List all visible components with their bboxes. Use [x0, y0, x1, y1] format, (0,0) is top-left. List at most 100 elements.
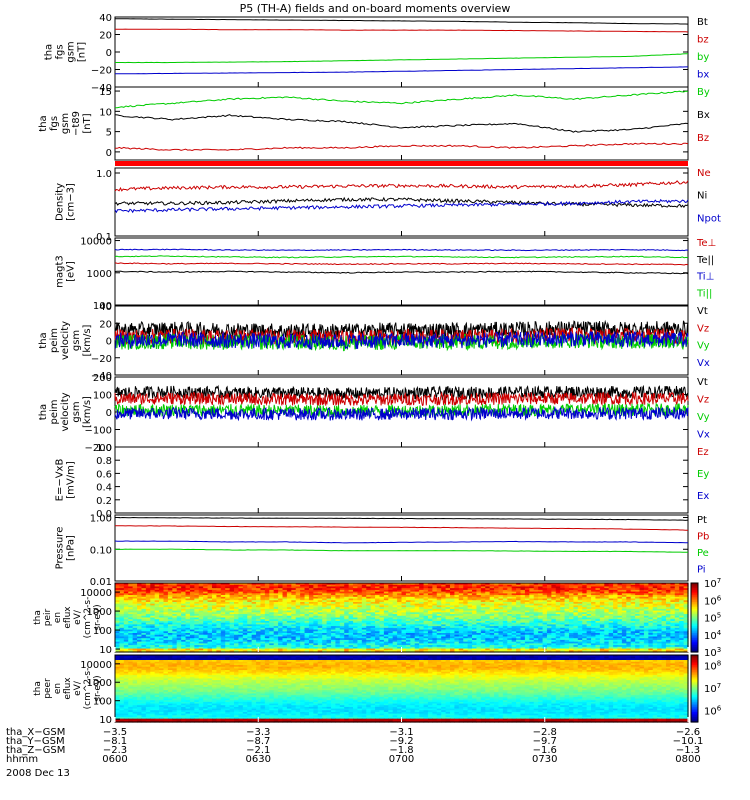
spectrogram-cell — [586, 622, 592, 625]
spectrogram-cell — [379, 586, 385, 589]
spectrogram-cell — [432, 605, 438, 608]
spectrogram-cell — [154, 619, 160, 622]
spectrogram-cell — [260, 596, 266, 600]
spectrogram-cell — [551, 629, 557, 632]
spectrogram-cell — [635, 620, 641, 624]
spectrogram-cell — [670, 600, 676, 603]
spectrogram-cell — [454, 614, 460, 617]
spectrogram-cell — [361, 607, 367, 610]
spectrogram-cell — [207, 624, 213, 627]
spectrogram-cell — [273, 586, 279, 589]
spectrogram-cell — [476, 627, 482, 631]
spectrogram-cell — [264, 617, 270, 620]
spectrogram-cell — [626, 591, 632, 594]
spectrogram-cell — [652, 607, 658, 610]
spectrogram-cell — [657, 588, 663, 591]
spectrogram-cell — [679, 601, 685, 605]
spectrogram-cell — [564, 603, 570, 607]
spectrogram-cell — [167, 584, 173, 588]
spectrogram-cell — [586, 598, 592, 601]
spectrogram-cell — [370, 586, 376, 589]
spectrogram-cell — [163, 591, 169, 594]
spectrogram-cell — [388, 593, 394, 596]
spectrogram-cell — [683, 588, 689, 591]
spectrogram-cell — [229, 612, 235, 615]
spectrogram-cell — [159, 614, 165, 617]
spectrogram-cell — [427, 629, 433, 632]
spectrogram-cell — [449, 598, 455, 601]
spectrogram-cell — [123, 624, 129, 627]
spectrogram-cell — [568, 586, 574, 589]
spectrogram-cell — [225, 607, 231, 610]
spectrogram-cell — [432, 620, 438, 624]
spectrogram-cell — [194, 603, 200, 607]
spectrogram-cell — [586, 583, 592, 586]
spectrogram-cell — [529, 583, 535, 586]
spectrogram-cell — [679, 584, 685, 588]
spectrogram-cell — [533, 627, 539, 631]
spectrogram-cell — [507, 601, 513, 605]
spectrogram-cell — [260, 598, 266, 601]
spectrogram-cell — [441, 583, 447, 586]
spectrogram-cell — [613, 633, 619, 636]
spectrogram-cell — [154, 605, 160, 608]
series-line-Ti|| — [114, 255, 689, 259]
spectrogram-cell — [348, 601, 354, 605]
spectrogram-cell — [185, 589, 191, 593]
spectrogram-cell — [141, 620, 147, 624]
spectrogram-cell — [330, 610, 336, 613]
spectrogram-cell — [454, 601, 460, 605]
spectrogram-cell — [145, 627, 151, 631]
spectrogram-cell — [599, 629, 605, 632]
spectrogram-cell — [397, 631, 403, 634]
spectrogram-cell — [564, 617, 570, 620]
spectrogram-cell — [132, 584, 138, 588]
spectrogram-cell — [472, 620, 478, 624]
spectrogram-cell — [163, 608, 169, 612]
spectrogram-cell — [410, 610, 416, 613]
spectrogram-cell — [454, 629, 460, 632]
spectrogram-cell — [445, 608, 451, 612]
spectrogram-cell — [639, 607, 645, 610]
spectrogram-cell — [251, 601, 257, 605]
spectrogram-cell — [388, 610, 394, 613]
spectrogram-cell — [388, 626, 394, 629]
spectrogram-cell — [167, 617, 173, 620]
spectrogram-cell — [304, 593, 310, 596]
spectrogram-cell — [176, 627, 182, 631]
spectrogram-cell — [392, 624, 398, 627]
spectrogram-cell — [586, 612, 592, 615]
spectrogram-cell — [159, 586, 165, 589]
spectrogram-cell — [211, 614, 217, 617]
spectrogram-cell — [427, 608, 433, 612]
spectrogram-cell — [657, 608, 663, 612]
spectrogram-cell — [626, 614, 632, 617]
spectrogram-cell — [551, 598, 557, 601]
spectrogram-cell — [141, 605, 147, 608]
spectrogram-cell — [661, 627, 667, 631]
spectrogram-cell — [308, 591, 314, 594]
spectrogram-cell — [432, 617, 438, 620]
spectrogram-cell — [533, 600, 539, 603]
spectrogram-cell — [167, 619, 173, 622]
spectrogram-cell — [516, 583, 522, 586]
spectrogram-cell — [630, 631, 636, 634]
spectrogram-cell — [137, 615, 143, 619]
spectrogram-cell — [278, 595, 284, 598]
spectrogram-cell — [639, 626, 645, 629]
spectrogram-cell — [251, 633, 257, 636]
spectrogram-cell — [194, 607, 200, 610]
spectrogram-cell — [357, 633, 363, 636]
spectrogram-cell — [445, 629, 451, 632]
spectrogram-cell — [167, 610, 173, 613]
spectrogram-cell — [591, 584, 597, 588]
ylabel: Density — [55, 183, 66, 221]
spectrogram-cell — [269, 627, 275, 631]
spectrogram-cell — [181, 600, 187, 603]
spectrogram-cell — [234, 608, 240, 612]
spectrogram-cell — [357, 588, 363, 591]
spectrogram-cell — [300, 617, 306, 620]
spectrogram-cell — [260, 612, 266, 615]
spectrogram-cell — [577, 622, 583, 625]
spectrogram-cell — [410, 607, 416, 610]
